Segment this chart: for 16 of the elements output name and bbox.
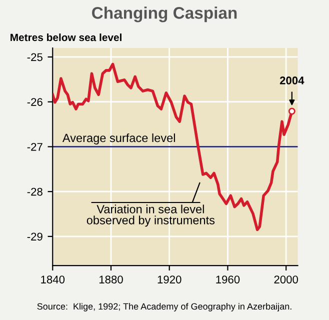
source-note: Source: Klige, 1992; The Academy of Geography in Azerbaijan. (37, 302, 292, 312)
y-axis-title: Metres below sea level (10, 33, 122, 42)
y-tick-label: -28 (27, 188, 42, 196)
x-tick-label: 1960 (216, 276, 240, 284)
annotation: 2004 (280, 76, 304, 84)
y-tick-label: -26 (27, 98, 42, 106)
annotation: Variation in sea level observed by instruments (86, 204, 215, 227)
x-tick-label: 1920 (158, 276, 182, 284)
x-tick-label: 2000 (274, 276, 298, 284)
x-tick-label: 1840 (41, 276, 65, 284)
ref-line-label: Average surface level (62, 133, 175, 144)
y-tick-label: -27 (27, 142, 42, 151)
chart-title: Changing Caspian (92, 6, 237, 22)
y-tick-label: -25 (27, 53, 42, 62)
x-tick-label: 1880 (99, 276, 123, 284)
y-tick-label: -29 (27, 232, 42, 241)
